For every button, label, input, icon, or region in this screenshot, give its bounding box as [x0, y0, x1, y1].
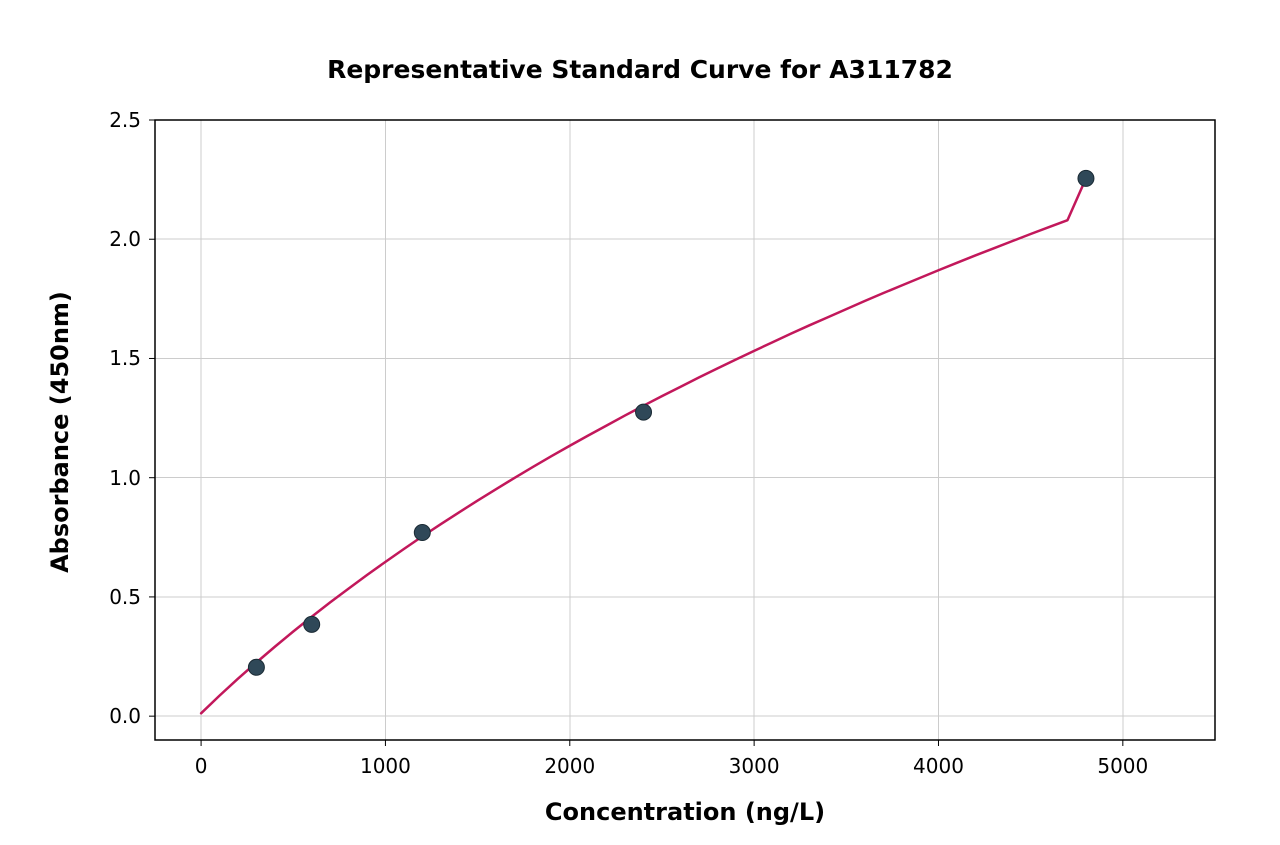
chart-title: Representative Standard Curve for A31178…	[0, 55, 1280, 84]
plot-background	[155, 120, 1215, 740]
y-tick-label: 1.5	[71, 346, 141, 370]
y-tick-label: 0.0	[71, 704, 141, 728]
plot-area	[155, 120, 1215, 740]
x-tick-label: 4000	[913, 754, 964, 778]
y-tick-label: 2.5	[71, 108, 141, 132]
data-point	[248, 659, 264, 675]
x-tick-label: 1000	[360, 754, 411, 778]
y-tick-label: 2.0	[71, 227, 141, 251]
x-tick-label: 2000	[544, 754, 595, 778]
data-point	[1078, 170, 1094, 186]
x-tick-label: 5000	[1097, 754, 1148, 778]
figure-container: Representative Standard Curve for A31178…	[0, 0, 1280, 845]
data-point	[414, 525, 430, 541]
data-point	[304, 616, 320, 632]
data-point	[636, 404, 652, 420]
y-axis-label: Absorbance (450nm)	[46, 122, 74, 742]
plot-svg	[155, 120, 1215, 740]
x-tick-label: 0	[195, 754, 208, 778]
x-axis-label: Concentration (ng/L)	[155, 798, 1215, 826]
y-tick-label: 1.0	[71, 466, 141, 490]
x-tick-label: 3000	[729, 754, 780, 778]
y-tick-label: 0.5	[71, 585, 141, 609]
